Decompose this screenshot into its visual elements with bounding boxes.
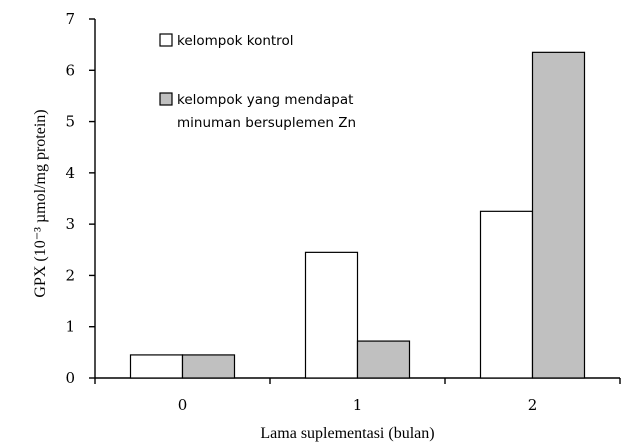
x-axis-title: Lama suplementasi (bulan) bbox=[260, 425, 434, 442]
y-tick-label: 7 bbox=[65, 10, 75, 28]
x-tick-label: 0 bbox=[178, 396, 188, 414]
x-tick-label: 2 bbox=[528, 396, 538, 414]
bar-zn-2 bbox=[531, 51, 586, 379]
y-tick-label: 5 bbox=[65, 113, 75, 131]
bars bbox=[129, 51, 586, 379]
legend-swatch bbox=[159, 92, 173, 106]
y-tick-label: 0 bbox=[65, 369, 75, 387]
y-tick-label: 3 bbox=[65, 215, 75, 233]
x-tick-label: 1 bbox=[353, 396, 363, 414]
legend-swatch bbox=[159, 33, 173, 47]
y-tick-label: 2 bbox=[65, 266, 75, 284]
legend: kelompok kontrol kelompok yang mendapat mi… bbox=[159, 33, 356, 131]
y-tick-label: 1 bbox=[65, 318, 75, 336]
bar-zn-0 bbox=[181, 354, 236, 379]
legend-label: kelompok kontrol bbox=[177, 33, 293, 49]
y-axis-title: GPX (10⁻³ µmol/mg protein) bbox=[32, 109, 49, 297]
bar-control-2 bbox=[479, 210, 534, 379]
bar-control-0 bbox=[129, 354, 184, 379]
bar-control-1 bbox=[304, 251, 359, 379]
legend-label: minuman bersuplemen Zn bbox=[177, 115, 356, 131]
y-axis: 0 1 2 3 4 5 6 7 bbox=[65, 10, 96, 387]
y-tick-label: 4 bbox=[65, 164, 75, 182]
legend-label: kelompok yang mendapat bbox=[177, 92, 353, 108]
x-axis: 0 1 2 bbox=[94, 377, 621, 414]
y-tick-label: 6 bbox=[65, 61, 75, 79]
bar-zn-1 bbox=[356, 340, 411, 379]
